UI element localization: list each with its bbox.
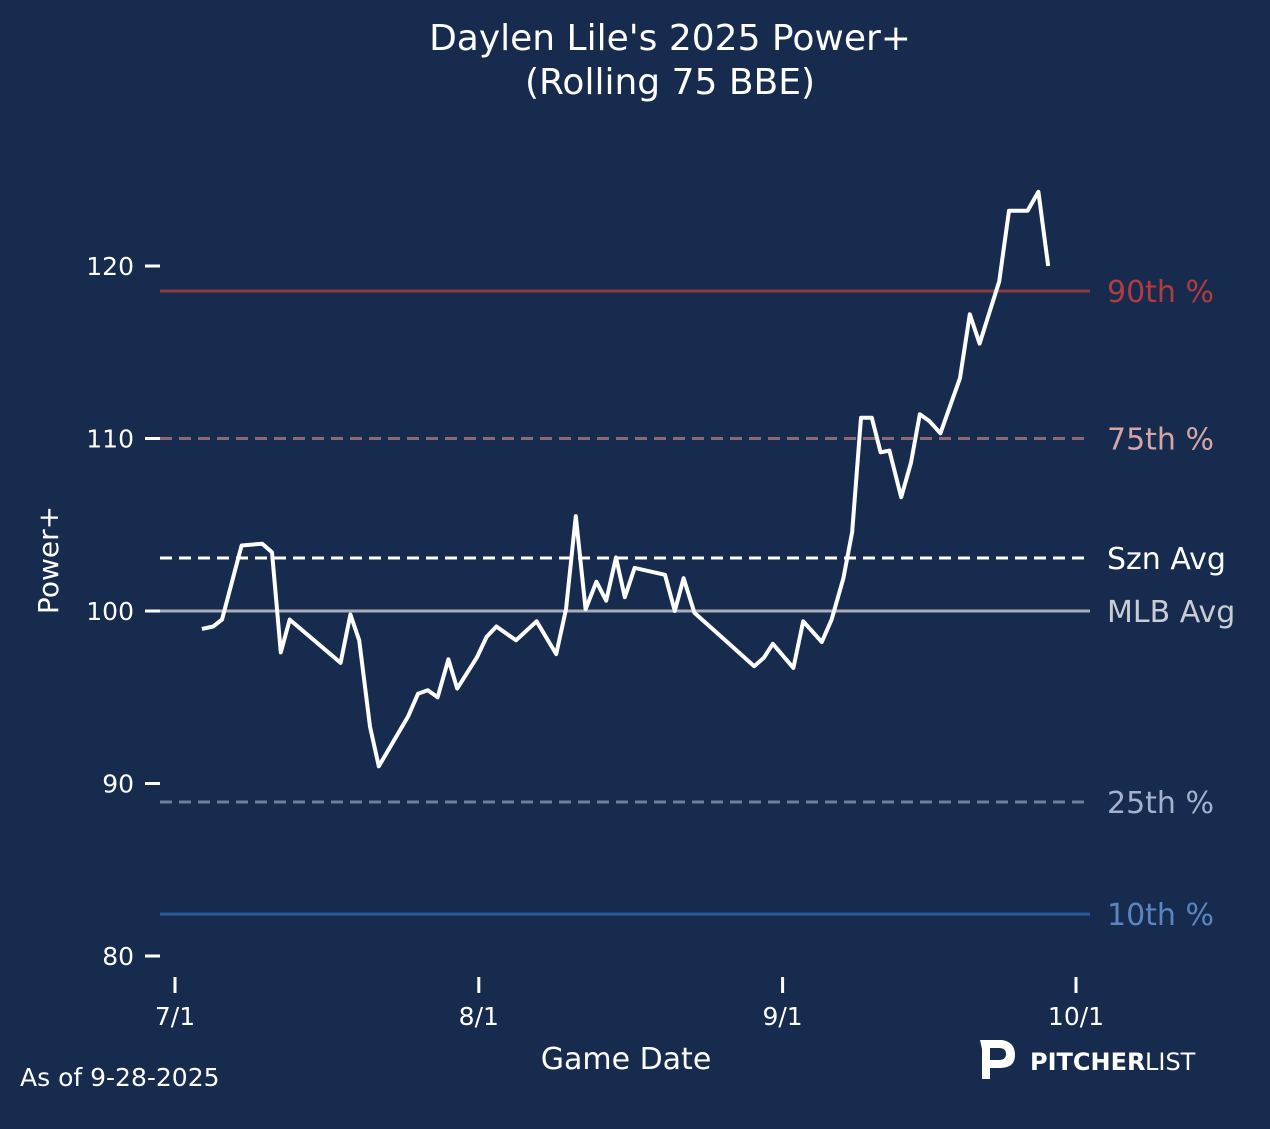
x-tick-label: 7/1 [155, 1002, 195, 1031]
reference-label: Szn Avg [1107, 542, 1226, 577]
reference-label: 25th % [1107, 786, 1214, 821]
reference-label: MLB Avg [1107, 595, 1235, 630]
x-tick-label: 8/1 [459, 1002, 499, 1031]
pitcherlist-logo: PITCHER LIST [980, 1040, 1196, 1079]
series-line-power-plus [201, 189, 1051, 769]
y-tick-label: 120 [86, 252, 134, 281]
y-tick-label: 90 [102, 770, 134, 799]
reference-label: 75th % [1107, 423, 1214, 458]
chart-subtitle: (Rolling 75 BBE) [525, 62, 815, 103]
pitcherlist-p-icon [980, 1040, 1015, 1079]
logo-text-bold: PITCHER [1030, 1048, 1145, 1076]
chart-title: Daylen Lile's 2025 Power+ [429, 18, 911, 59]
x-tick-label: 9/1 [762, 1002, 802, 1031]
reference-label: 90th % [1107, 275, 1214, 310]
x-axis-label: Game Date [541, 1042, 712, 1077]
y-tick-label: 110 [86, 425, 134, 454]
logo-text-light: LIST [1145, 1048, 1196, 1076]
y-axis-label: Power+ [32, 506, 65, 614]
reference-label: 10th % [1107, 898, 1214, 933]
as-of-date: As of 9-28-2025 [20, 1063, 220, 1092]
y-tick-label: 80 [102, 942, 134, 971]
x-tick-label: 10/1 [1048, 1002, 1104, 1031]
y-tick-label: 100 [86, 597, 134, 626]
